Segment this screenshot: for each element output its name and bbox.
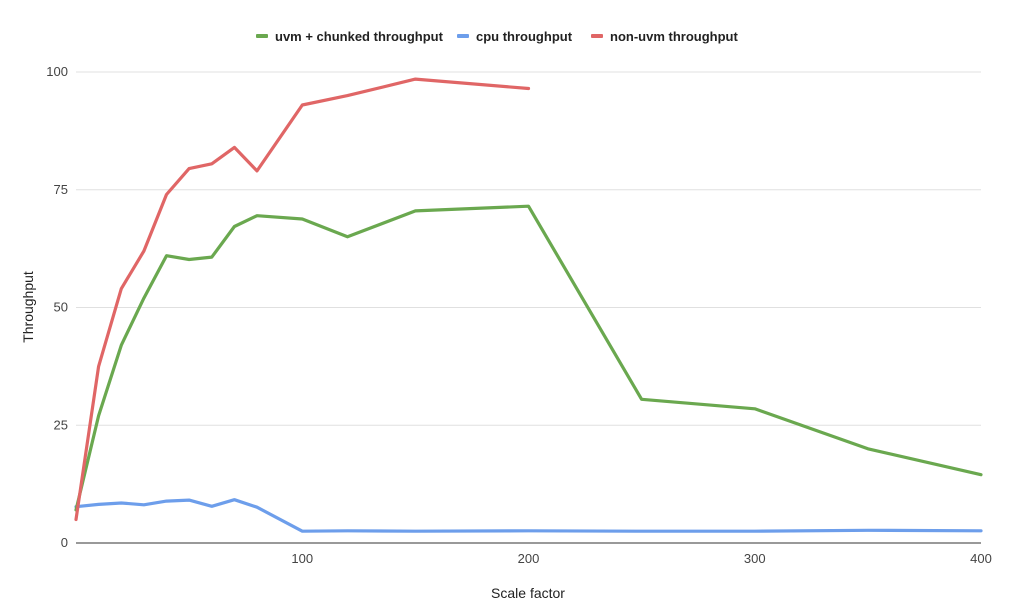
y-tick-label: 100 [46, 64, 68, 79]
series-line-uvm-chunked-throughput [74, 204, 983, 512]
x-tick-label: 200 [518, 551, 540, 566]
legend-swatch [591, 34, 603, 38]
legend: uvm + chunked throughput cpu throughput no… [256, 29, 738, 44]
x-tick-label: 100 [291, 551, 313, 566]
legend-label: cpu throughput [476, 29, 573, 44]
legend-swatch [457, 34, 469, 38]
legend-label: non-uvm throughput [610, 29, 738, 44]
legend-label: uvm + chunked throughput [275, 29, 444, 44]
series-lines [74, 77, 983, 533]
y-axis-ticks: 0 25 50 75 100 [46, 64, 68, 550]
y-axis-title: Throughput [20, 271, 36, 343]
series-line-non-uvm-throughput [74, 77, 531, 522]
legend-swatch [256, 34, 268, 38]
y-tick-label: 25 [54, 417, 68, 432]
x-axis-ticks: 100 200 300 400 [291, 551, 991, 566]
x-tick-label: 300 [744, 551, 766, 566]
y-tick-label: 0 [61, 535, 68, 550]
x-tick-label: 400 [970, 551, 992, 566]
y-tick-label: 50 [54, 300, 68, 315]
y-tick-label: 75 [54, 182, 68, 197]
series-line-cpu-throughput [74, 498, 983, 533]
gridlines [76, 71, 981, 544]
x-axis-title: Scale factor [491, 585, 565, 601]
